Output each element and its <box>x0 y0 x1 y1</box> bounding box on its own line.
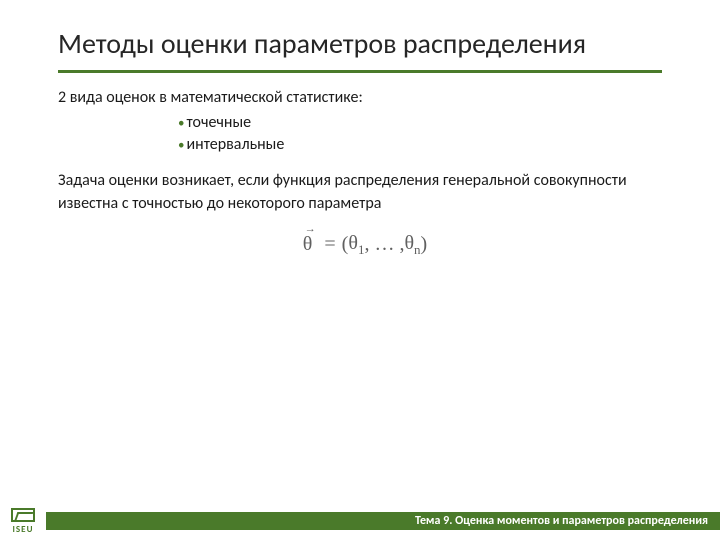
formula-container: → θ = ( θ1 , … , θn ) <box>58 229 672 259</box>
iseu-logo: ISEU <box>0 502 46 540</box>
logo-label: ISEU <box>13 524 34 535</box>
theta-n-base: θ <box>404 232 414 254</box>
bullet-dot-icon: • <box>178 138 184 154</box>
slide-title: Методы оценки параметров распределения <box>58 28 672 60</box>
close-paren: ) <box>421 230 428 258</box>
title-divider <box>58 70 662 73</box>
bullet-label: точечные <box>186 112 251 134</box>
slide-footer: ISEU Тема 9. Оценка моментов и параметро… <box>0 502 720 540</box>
theta-1: θ1 <box>348 229 364 259</box>
intro-text: 2 вида оценок в математической статистик… <box>58 87 672 109</box>
footer-bar: Тема 9. Оценка моментов и параметров рас… <box>46 512 720 530</box>
bullet-dot-icon: • <box>178 116 184 132</box>
theta-vector-formula: → θ = ( θ1 , … , θn ) <box>303 229 427 259</box>
separator: , … , <box>364 230 404 258</box>
footer-topic: Тема 9. Оценка моментов и параметров рас… <box>415 514 708 528</box>
bullet-label: интервальные <box>186 134 284 156</box>
logo-icon <box>11 508 35 522</box>
equals-sign: = <box>324 230 335 258</box>
theta-n: θn <box>404 229 420 259</box>
theta-vector-symbol: → θ <box>303 230 313 258</box>
list-item: • интервальные <box>178 134 672 156</box>
vector-arrow-icon: → <box>305 222 316 237</box>
list-item: • точечные <box>178 112 672 134</box>
paragraph-text: Задача оценки возникает, если функция ра… <box>58 170 672 215</box>
open-paren: ( <box>342 230 349 258</box>
theta-1-base: θ <box>348 232 358 254</box>
bullet-list: • точечные • интервальные <box>178 112 672 157</box>
body-content: 2 вида оценок в математической статистик… <box>58 87 672 259</box>
slide-container: Методы оценки параметров распределения 2… <box>0 0 720 540</box>
